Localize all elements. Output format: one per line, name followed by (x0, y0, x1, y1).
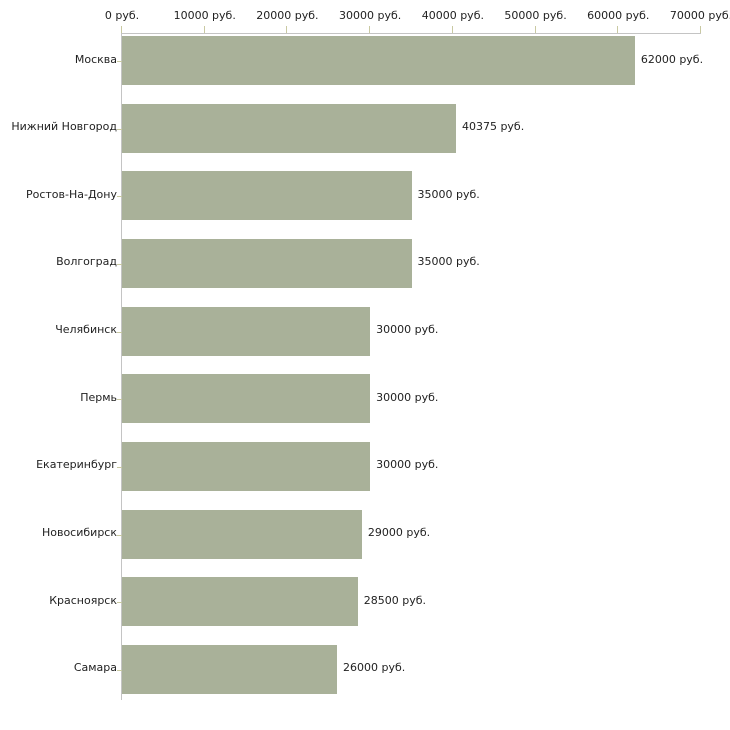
x-axis-line (121, 33, 701, 34)
category-label: Пермь (80, 390, 117, 404)
bar (122, 103, 456, 153)
category-label: Екатеринбург (36, 458, 117, 472)
x-axis-tick (203, 26, 205, 34)
category-label: Красноярск (49, 593, 117, 607)
y-axis-tick (117, 61, 122, 62)
y-axis-tick (117, 399, 122, 401)
x-axis-tick-label: 40000 руб. (421, 9, 484, 22)
x-axis-tick (286, 26, 288, 34)
x-axis-tick (121, 26, 122, 34)
bar-row: Екатеринбург 30000 руб. (0, 441, 730, 491)
bar (122, 577, 358, 627)
value-label: 30000 руб. (376, 390, 439, 404)
value-label: 35000 руб. (417, 255, 480, 269)
category-label: Ростов-На-Дону (25, 187, 117, 201)
bar (122, 374, 371, 424)
bar-row: Нижний Новгород 40375 руб. (0, 103, 730, 153)
y-axis-tick (117, 128, 122, 130)
bar (122, 36, 635, 85)
x-axis-tick-label: 70000 руб. (669, 9, 730, 22)
bar (122, 644, 338, 694)
y-axis-tick (117, 196, 122, 198)
x-axis-tick (451, 26, 453, 34)
value-label: 40375 руб. (461, 120, 525, 134)
value-label: 28500 руб. (363, 593, 426, 607)
value-label: 62000 руб. (640, 52, 704, 66)
value-label: 30000 руб. (376, 458, 439, 472)
x-axis-tick-label: 30000 руб. (339, 9, 402, 22)
bar-row: Ростов-На-Дону 35000 руб. (0, 171, 730, 221)
x-axis-tick (534, 26, 536, 34)
bar (122, 441, 371, 491)
y-axis-tick (117, 669, 122, 671)
bar-row: Самара 26000 руб. (0, 644, 730, 694)
bar-row: Пермь 30000 руб. (0, 374, 730, 424)
bar-row: Москва 62000 руб. (0, 36, 730, 85)
y-axis-line (121, 33, 122, 700)
bar (122, 171, 412, 221)
bar-row: Новосибирск 29000 руб. (0, 509, 730, 559)
value-label: 29000 руб. (367, 526, 431, 540)
value-label: 26000 руб. (343, 661, 406, 675)
bar (122, 306, 371, 356)
y-axis-tick (117, 534, 122, 536)
x-axis-tick-label: 50000 руб. (504, 9, 567, 22)
value-label: 35000 руб. (417, 187, 480, 201)
bar (122, 238, 412, 288)
bar-row: Волгоград 35000 руб. (0, 238, 730, 288)
category-label: Челябинск (55, 323, 117, 337)
x-axis-tick-label: 20000 руб. (256, 9, 319, 22)
x-axis-tick-label: 60000 руб. (587, 9, 650, 22)
x-axis-tick (700, 26, 701, 34)
y-axis-tick (117, 331, 122, 333)
category-label: Волгоград (56, 255, 117, 269)
x-axis-tick-label: 10000 руб. (173, 9, 236, 22)
category-label: Новосибирск (41, 526, 117, 540)
category-label: Самара (73, 661, 117, 675)
y-axis-tick (117, 466, 122, 468)
y-axis-tick (117, 602, 122, 604)
bar (122, 509, 362, 559)
bar-row: Красноярск 28500 руб. (0, 577, 730, 627)
x-axis-tick (617, 26, 619, 34)
category-label: Москва (74, 52, 117, 66)
value-label: 30000 руб. (376, 323, 439, 337)
category-label: Нижний Новгород (11, 120, 117, 134)
x-axis-tick-label: 0 руб. (104, 9, 140, 22)
x-axis-tick (369, 26, 371, 34)
bar-row: Челябинск 30000 руб. (0, 306, 730, 356)
y-axis-tick (117, 263, 122, 265)
